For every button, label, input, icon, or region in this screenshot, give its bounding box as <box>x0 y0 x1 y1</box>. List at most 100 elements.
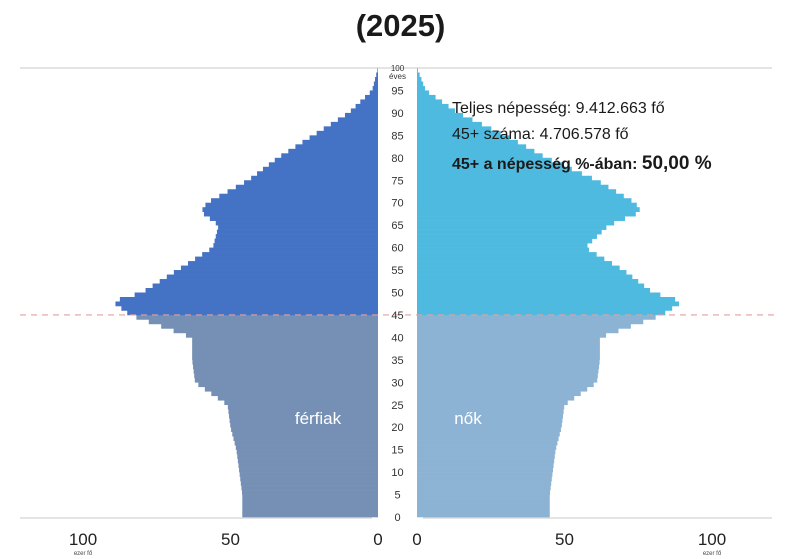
female-bar-age-23 <box>417 409 564 415</box>
female-bar-age-66 <box>417 216 625 221</box>
male-bar-age-10 <box>239 467 378 473</box>
female-bar-age-64 <box>417 225 607 230</box>
male-x-tick-label: 0 <box>373 530 382 549</box>
male-bar-age-21 <box>229 418 378 424</box>
female-bar-age-29 <box>417 382 594 388</box>
male-bar-age-52 <box>159 279 378 284</box>
age-unit-label: éves <box>389 72 406 81</box>
male-bar-age-35 <box>192 355 378 361</box>
female-bar-age-7 <box>417 481 552 486</box>
female-bar-age-74 <box>417 180 601 186</box>
chart-title: (2025) <box>355 8 446 43</box>
male-bar-age-63 <box>216 229 378 235</box>
count-45plus-label: 45+ száma: 4.706.578 fő <box>452 126 629 143</box>
age-tick-label: 85 <box>391 130 403 142</box>
female-bar-age-72 <box>417 189 617 195</box>
age-tick-label: 80 <box>391 153 403 165</box>
male-bar-age-71 <box>219 193 378 199</box>
male-bar-age-43 <box>148 319 378 325</box>
male-bar-age-56 <box>188 261 378 266</box>
age-tick-label: 5 <box>394 490 400 502</box>
female-bar-age-76 <box>417 171 582 177</box>
male-bar-age-3 <box>242 499 378 504</box>
female-bar-age-80 <box>417 153 543 159</box>
male-bar-age-25 <box>224 400 378 406</box>
male-bar-age-4 <box>242 494 378 500</box>
female-bar-age-63 <box>417 229 602 235</box>
male-bar-age-14 <box>236 449 378 455</box>
female-bar-age-54 <box>417 270 627 275</box>
male-bar-age-98 <box>376 72 378 78</box>
male-bar-age-0 <box>242 512 378 518</box>
female-bar-age-50 <box>417 288 651 293</box>
female-bar-age-83 <box>417 139 518 145</box>
male-bar-age-74 <box>244 180 378 186</box>
male-series-label: férfiak <box>295 409 342 428</box>
male-bar-age-57 <box>195 256 378 262</box>
female-bar-age-92 <box>417 99 443 105</box>
female-bar-age-18 <box>417 431 560 437</box>
male-bar-age-22 <box>229 413 378 419</box>
female-x-tick-label: 0 <box>412 530 421 549</box>
male-bar-age-41 <box>173 328 378 334</box>
male-bar-age-94 <box>369 90 378 96</box>
male-bar-age-96 <box>373 81 378 87</box>
female-bar-age-0 <box>417 512 550 518</box>
female-bar-age-56 <box>417 261 612 266</box>
female-bar-age-43 <box>417 319 644 325</box>
male-bar-age-27 <box>211 391 378 397</box>
male-bar-age-18 <box>232 431 378 437</box>
female-bar-age-94 <box>417 90 430 96</box>
female-bar-age-1 <box>417 508 550 513</box>
male-bar-age-11 <box>238 463 378 468</box>
male-x-tick-label: 100 <box>69 530 97 549</box>
male-bar-age-19 <box>231 427 378 432</box>
male-bar-age-75 <box>251 175 378 181</box>
male-bar-age-54 <box>173 270 378 275</box>
male-bar-age-86 <box>323 126 378 132</box>
male-bar-age-28 <box>204 386 378 392</box>
age-tick-label: 40 <box>391 332 403 344</box>
male-bar-age-15 <box>235 445 378 450</box>
male-bar-age-8 <box>240 476 378 482</box>
percent-45plus-label: 45+ a népesség %-ában: 50,00 % <box>452 153 712 175</box>
female-bar-age-78 <box>417 162 562 168</box>
male-bar-age-93 <box>365 94 378 100</box>
female-bar-age-32 <box>417 368 599 374</box>
male-bar-age-70 <box>211 198 378 203</box>
female-bar-age-90 <box>417 108 456 114</box>
female-bar-age-34 <box>417 359 600 365</box>
male-bar-age-67 <box>203 211 378 217</box>
age-tick-label: 55 <box>391 265 403 277</box>
female-bar-age-59 <box>417 247 589 253</box>
age-tick-label: 70 <box>391 198 403 210</box>
male-bar-age-39 <box>192 337 378 343</box>
female-bar-age-69 <box>417 202 637 208</box>
age-tick-label: 45 <box>391 310 403 322</box>
male-bar-age-69 <box>205 202 378 208</box>
age-tick-label: 15 <box>391 445 403 457</box>
female-bar-age-46 <box>417 305 673 311</box>
female-bar-age-53 <box>417 274 633 280</box>
female-bar-age-27 <box>417 391 581 397</box>
female-bar-age-19 <box>417 427 561 432</box>
female-bar-age-37 <box>417 346 600 352</box>
male-bar-age-16 <box>234 440 378 446</box>
female-x-tick-label: 100 <box>698 530 726 549</box>
male-x-unit-label: ezer fő <box>74 551 93 557</box>
female-bar-age-82 <box>417 144 527 150</box>
male-bar-age-44 <box>136 314 378 320</box>
male-bar-age-78 <box>268 162 378 168</box>
male-bar-age-2 <box>242 503 378 509</box>
male-bar-age-61 <box>214 238 378 244</box>
male-bar-age-6 <box>241 485 378 491</box>
female-bar-age-30 <box>417 377 598 383</box>
male-bar-age-88 <box>337 117 378 123</box>
male-x-tick-label: 50 <box>221 530 240 549</box>
male-bar-age-92 <box>360 99 378 105</box>
male-bar-age-53 <box>166 274 378 280</box>
male-bar-age-48 <box>119 296 378 302</box>
female-bar-age-41 <box>417 328 619 334</box>
male-bar-age-37 <box>192 346 378 352</box>
